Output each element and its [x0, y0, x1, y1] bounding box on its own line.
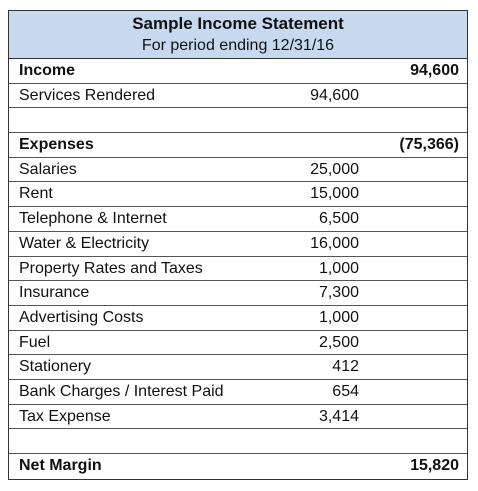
income-label: Income — [19, 62, 76, 79]
line-item-label: Fuel — [19, 333, 51, 351]
line-item-label: Rent — [19, 185, 53, 203]
income-statement-table: Sample Income Statement For period endin… — [8, 10, 468, 480]
line-item-amount: 412 — [332, 358, 359, 376]
statement-title: Sample Income Statement — [132, 14, 344, 33]
line-item-amount: 654 — [332, 382, 359, 400]
table-row: Tax Expense 3,414 — [9, 405, 467, 430]
line-item-label: Services Rendered — [19, 86, 156, 104]
table-row: Rent 15,000 — [9, 182, 467, 208]
line-item-label: Telephone & Internet — [19, 210, 167, 228]
expenses-label: Expenses — [19, 136, 94, 154]
table-row: Services Rendered 94,600 — [9, 84, 467, 109]
table-row: Insurance 7,300 — [9, 281, 467, 306]
net-margin-total: 15,820 — [410, 457, 459, 474]
table-row: Telephone & Internet 6,500 — [9, 207, 467, 232]
line-item-amount: 94,600 — [310, 86, 359, 104]
line-item-label: Insurance — [19, 284, 90, 302]
income-total: 94,600 — [410, 62, 459, 79]
statement-header: Sample Income Statement For period endin… — [9, 11, 467, 59]
table-row: Salaries 25,000 — [9, 158, 467, 183]
table-row: Water & Electricity 16,000 — [9, 232, 467, 257]
net-margin-label: Net Margin — [19, 457, 102, 474]
line-item-label: Property Rates and Taxes — [19, 259, 203, 277]
line-item-amount: 1,000 — [318, 259, 359, 277]
table-row: Advertising Costs 1,000 — [9, 306, 467, 331]
spacer-row — [9, 108, 467, 134]
line-item-amount: 2,500 — [318, 333, 359, 351]
table-row: Stationery 412 — [9, 355, 467, 380]
line-item-amount: 16,000 — [310, 234, 359, 252]
statement-subtitle: For period ending 12/31/16 — [141, 37, 335, 54]
line-item-label: Salaries — [19, 160, 77, 178]
line-item-amount: 6,500 — [318, 210, 359, 228]
line-item-label: Stationery — [19, 358, 92, 376]
table-row: Bank Charges / Interest Paid 654 — [9, 380, 467, 405]
expenses-total: (75,366) — [399, 136, 459, 154]
line-item-label: Tax Expense — [19, 407, 111, 425]
line-item-label: Water & Electricity — [19, 234, 150, 252]
line-item-amount: 3,414 — [318, 407, 359, 425]
line-item-label: Advertising Costs — [19, 308, 144, 326]
spacer-row — [9, 429, 467, 454]
table-row: Property Rates and Taxes 1,000 — [9, 257, 467, 282]
line-item-label: Bank Charges / Interest Paid — [19, 382, 224, 400]
line-item-amount: 7,300 — [318, 284, 359, 302]
net-margin-row: Net Margin 15,820 — [9, 454, 467, 479]
line-item-amount: 15,000 — [310, 185, 359, 203]
expenses-heading-row: Expenses (75,366) — [9, 133, 467, 158]
line-item-amount: 25,000 — [310, 160, 359, 178]
line-item-amount: 1,000 — [318, 308, 359, 326]
income-heading-row: Income 94,600 — [9, 59, 467, 84]
table-row: Fuel 2,500 — [9, 331, 467, 356]
